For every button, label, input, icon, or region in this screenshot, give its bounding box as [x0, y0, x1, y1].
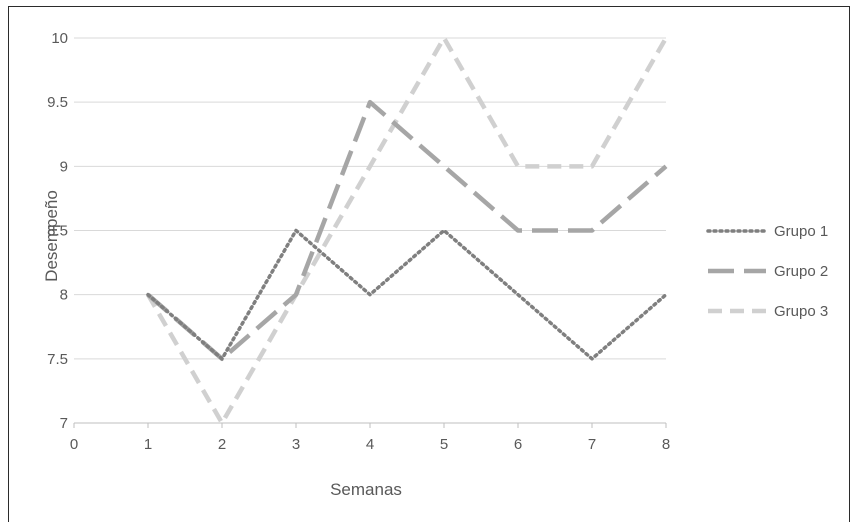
x-axis-title: Semanas — [330, 480, 402, 499]
x-tick-label: 7 — [588, 436, 596, 453]
y-axis-title: Desempeño — [42, 190, 61, 282]
y-tick-label: 10 — [51, 30, 68, 47]
legend-item-1: Grupo 1 — [706, 223, 828, 240]
series-lines — [146, 35, 668, 426]
series-line-1 — [146, 228, 668, 361]
x-tick-label: 3 — [292, 436, 300, 453]
line-chart: 7 7.5 8 8.5 9 9.5 10 0 1 2 3 4 5 6 7 8 Semanas Desempe… — [42, 30, 828, 499]
legend-label: Grupo 3 — [774, 303, 828, 320]
legend-item-3: Grupo 3 — [708, 303, 828, 320]
legend: Grupo 1 Grupo 2 Grupo 3 — [706, 223, 828, 320]
x-tick-label: 2 — [218, 436, 226, 453]
y-tick-label: 8.5 — [47, 223, 68, 240]
y-tick-label: 9.5 — [47, 94, 68, 111]
legend-label: Grupo 2 — [774, 263, 828, 280]
x-tick-label: 8 — [662, 436, 670, 453]
x-tick-label: 5 — [440, 436, 448, 453]
x-axis — [73, 422, 667, 428]
x-tick-label: 4 — [366, 436, 374, 453]
legend-label: Grupo 1 — [774, 223, 828, 240]
series-line-2 — [146, 99, 668, 362]
chart-frame: 7 7.5 8 8.5 9 9.5 10 0 1 2 3 4 5 6 7 8 Semanas Desempe… — [8, 6, 850, 522]
y-tick-label: 9 — [60, 158, 68, 175]
y-tick-label: 7.5 — [47, 351, 68, 368]
x-tick-label: 1 — [144, 436, 152, 453]
x-tick-label: 6 — [514, 436, 522, 453]
x-tick-label: 0 — [70, 436, 78, 453]
y-tick-label: 8 — [60, 287, 68, 304]
x-tick-labels: 0 1 2 3 4 5 6 7 8 — [70, 436, 670, 453]
series-line-3 — [146, 35, 668, 426]
y-tick-labels: 7 7.5 8 8.5 9 9.5 10 — [47, 30, 68, 432]
y-tick-label: 7 — [60, 415, 68, 432]
gridlines — [74, 37, 666, 360]
legend-item-2: Grupo 2 — [708, 263, 828, 280]
